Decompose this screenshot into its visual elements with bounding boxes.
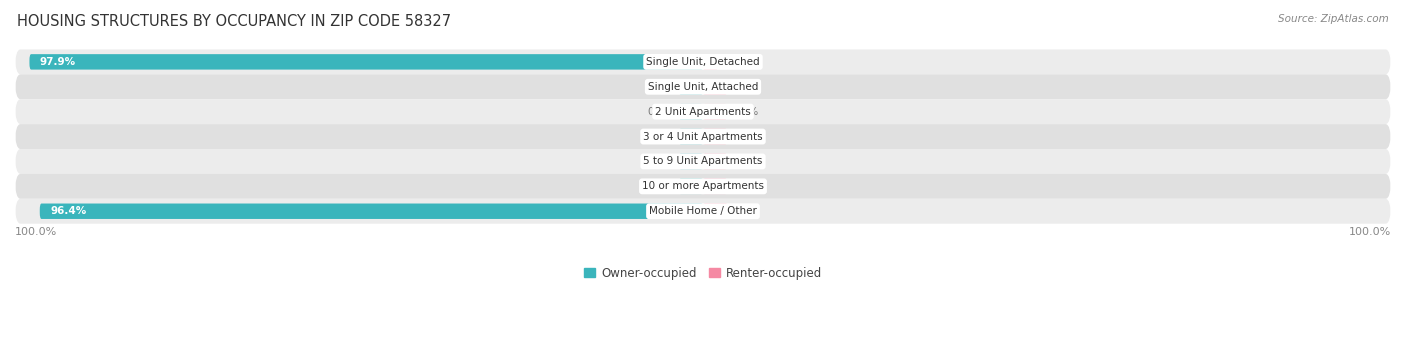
Text: 0.0%: 0.0% (733, 181, 759, 191)
Text: 10 or more Apartments: 10 or more Apartments (643, 181, 763, 191)
Text: Single Unit, Detached: Single Unit, Detached (647, 57, 759, 67)
Text: 5 to 9 Unit Apartments: 5 to 9 Unit Apartments (644, 157, 762, 166)
Text: 2 Unit Apartments: 2 Unit Apartments (655, 107, 751, 117)
FancyBboxPatch shape (703, 129, 727, 144)
FancyBboxPatch shape (30, 54, 703, 70)
Text: Mobile Home / Other: Mobile Home / Other (650, 206, 756, 216)
Text: Source: ZipAtlas.com: Source: ZipAtlas.com (1278, 14, 1389, 24)
FancyBboxPatch shape (703, 154, 727, 169)
FancyBboxPatch shape (15, 174, 1391, 199)
Text: 100.0%: 100.0% (15, 227, 58, 237)
FancyBboxPatch shape (15, 124, 1391, 149)
Text: 3 or 4 Unit Apartments: 3 or 4 Unit Apartments (643, 132, 763, 142)
FancyBboxPatch shape (679, 129, 703, 144)
Text: 0.0%: 0.0% (733, 82, 759, 92)
Legend: Owner-occupied, Renter-occupied: Owner-occupied, Renter-occupied (583, 267, 823, 280)
Text: 3.6%: 3.6% (734, 206, 759, 216)
Text: 97.9%: 97.9% (39, 57, 76, 67)
FancyBboxPatch shape (679, 154, 703, 169)
Text: 0.0%: 0.0% (647, 181, 673, 191)
FancyBboxPatch shape (15, 149, 1391, 174)
FancyBboxPatch shape (15, 74, 1391, 99)
Text: Single Unit, Attached: Single Unit, Attached (648, 82, 758, 92)
FancyBboxPatch shape (703, 79, 727, 94)
FancyBboxPatch shape (679, 79, 703, 94)
Text: 0.0%: 0.0% (733, 132, 759, 142)
FancyBboxPatch shape (703, 179, 727, 194)
FancyBboxPatch shape (15, 199, 1391, 224)
FancyBboxPatch shape (703, 54, 718, 70)
FancyBboxPatch shape (15, 49, 1391, 74)
Text: 0.0%: 0.0% (647, 82, 673, 92)
FancyBboxPatch shape (703, 104, 727, 119)
FancyBboxPatch shape (679, 104, 703, 119)
Text: 0.0%: 0.0% (647, 157, 673, 166)
FancyBboxPatch shape (679, 179, 703, 194)
Text: 0.0%: 0.0% (733, 107, 759, 117)
Text: 2.2%: 2.2% (724, 57, 751, 67)
Text: 96.4%: 96.4% (51, 206, 86, 216)
Text: 100.0%: 100.0% (1348, 227, 1391, 237)
FancyBboxPatch shape (39, 204, 703, 219)
Text: 0.0%: 0.0% (733, 157, 759, 166)
Text: HOUSING STRUCTURES BY OCCUPANCY IN ZIP CODE 58327: HOUSING STRUCTURES BY OCCUPANCY IN ZIP C… (17, 14, 451, 29)
FancyBboxPatch shape (15, 99, 1391, 124)
Text: 0.0%: 0.0% (647, 132, 673, 142)
Text: 0.0%: 0.0% (647, 107, 673, 117)
FancyBboxPatch shape (703, 204, 728, 219)
